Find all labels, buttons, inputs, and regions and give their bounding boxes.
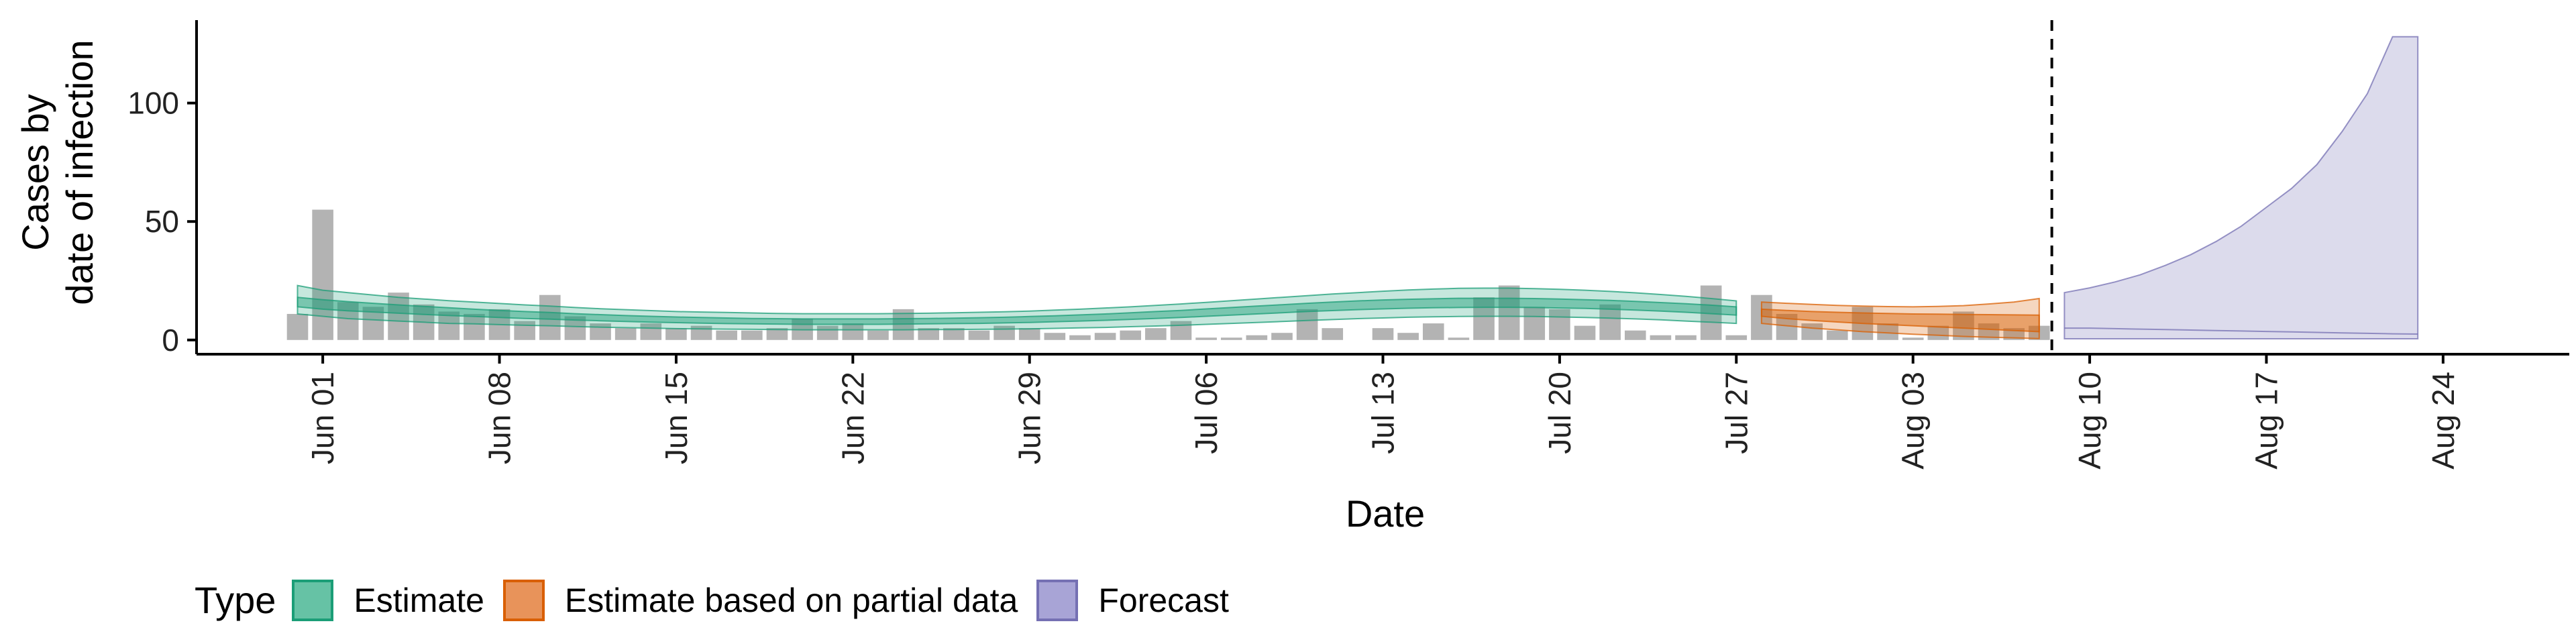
x-tick-label: Jul 27 — [1719, 372, 1754, 454]
y-axis-ticks: 0 50 100 — [127, 86, 197, 358]
y-tick-label: 0 — [162, 323, 179, 358]
estimate-ribbons — [297, 36, 2419, 339]
legend: Type Estimate Estimate based on partial … — [195, 578, 1248, 622]
case-bar — [1498, 285, 1520, 340]
estimate-90-band — [297, 284, 1737, 331]
y-tick-label: 100 — [127, 86, 179, 121]
case-bar — [1473, 297, 1495, 340]
legend-item-estimate: Estimate — [292, 579, 484, 621]
x-tick-label: Jun 22 — [835, 372, 870, 464]
case-bar — [614, 328, 637, 340]
case-bar — [590, 323, 611, 340]
x-tick-label: Jun 01 — [305, 372, 340, 464]
case-bar — [1574, 325, 1596, 340]
x-tick-label: Aug 24 — [2426, 372, 2461, 470]
case-bar — [943, 328, 965, 340]
case-bar — [1322, 328, 1344, 340]
forecast-50-band — [2064, 327, 2418, 335]
case-bar — [1145, 328, 1167, 340]
x-tick-label: Jul 20 — [1542, 372, 1577, 454]
case-bar — [1927, 325, 1949, 340]
case-bar — [867, 330, 889, 340]
case-bar — [1069, 335, 1091, 340]
case-bar — [1902, 337, 1924, 340]
case-bar — [1372, 328, 1394, 340]
case-bar — [1044, 333, 1066, 340]
case-bar — [918, 328, 940, 340]
case-bar — [1599, 304, 1621, 340]
legend-label-partial: Estimate based on partial data — [564, 581, 1018, 619]
x-tick-label: Jun 15 — [659, 372, 694, 464]
y-axis-title-line2: date of infection — [58, 40, 101, 305]
legend-label-estimate: Estimate — [354, 581, 484, 619]
estimate-50-band — [297, 297, 1737, 325]
case-bar — [665, 328, 687, 340]
forecast-90-band — [2063, 36, 2419, 339]
case-bar — [1826, 330, 1848, 340]
legend-item-forecast: Forecast — [1036, 579, 1229, 621]
x-axis-title: Date — [1346, 492, 1425, 535]
y-tick-label: 50 — [145, 204, 179, 239]
x-tick-label: Aug 17 — [2249, 372, 2284, 470]
case-bar — [539, 294, 561, 340]
case-bar — [1094, 333, 1116, 340]
x-tick-label: Jun 08 — [482, 372, 517, 464]
legend-key-partial — [502, 579, 545, 621]
case-bar — [1448, 337, 1470, 340]
case-bar — [1170, 321, 1192, 340]
case-bar — [337, 302, 359, 340]
case-bar — [1650, 335, 1672, 340]
case-bar — [464, 313, 485, 340]
case-bar — [1195, 337, 1217, 340]
legend-item-partial: Estimate based on partial data — [502, 579, 1018, 621]
case-bar — [1624, 330, 1646, 340]
case-bar — [640, 323, 662, 340]
case-bar — [1801, 323, 1823, 340]
case-bar — [1271, 333, 1293, 340]
case-bar — [1675, 335, 1697, 340]
x-tick-label: Aug 03 — [1896, 372, 1931, 470]
x-tick-label: Jul 06 — [1189, 372, 1224, 454]
case-bar — [1296, 309, 1318, 340]
y-axis-title-line1: Cases by — [14, 94, 56, 250]
case-bar — [1397, 333, 1419, 340]
legend-label-forecast: Forecast — [1098, 581, 1229, 619]
case-bar — [1877, 323, 1898, 340]
case-bar — [514, 321, 535, 340]
case-bar — [1220, 337, 1242, 340]
x-tick-label: Jul 13 — [1366, 372, 1401, 454]
case-bar — [1549, 309, 1570, 340]
case-bar — [1725, 335, 1748, 340]
case-bar — [1018, 328, 1040, 340]
case-bar — [766, 328, 788, 340]
legend-key-estimate — [292, 579, 334, 621]
case-bar — [1523, 307, 1546, 340]
case-bar — [1953, 311, 1974, 340]
case-bar — [741, 330, 763, 340]
legend-title: Type — [195, 579, 276, 621]
legend-key-forecast — [1036, 579, 1079, 621]
case-bar — [1120, 330, 1142, 340]
case-bar — [1422, 323, 1444, 340]
case-bar — [1246, 335, 1268, 340]
case-bar — [842, 323, 864, 340]
partial-50-band — [1760, 308, 2040, 333]
case-bar — [716, 330, 737, 340]
case-bar — [286, 313, 309, 340]
x-tick-label: Aug 10 — [2072, 372, 2107, 470]
x-axis-ticks: Jun 01 Jun 08 Jun 15 Jun 22 Jun 29 Jul 06 Jul … — [305, 354, 2461, 470]
x-tick-label: Jun 29 — [1012, 372, 1047, 464]
case-bar — [388, 292, 409, 340]
case-bar — [312, 209, 333, 340]
case-bar — [968, 330, 990, 340]
